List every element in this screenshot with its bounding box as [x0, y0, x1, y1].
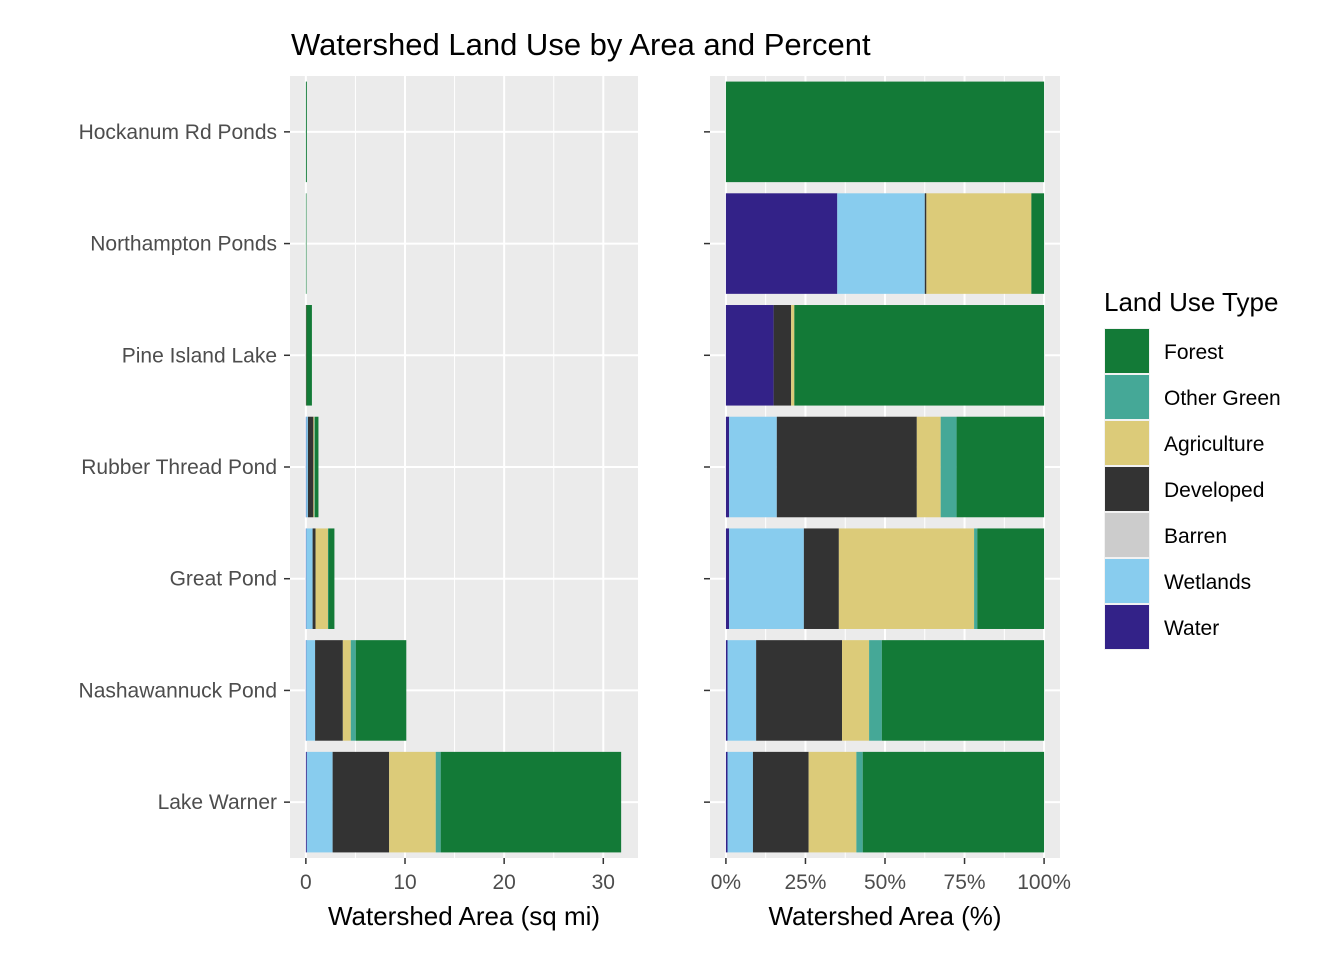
legend-label-other-green: Other Green [1164, 387, 1281, 410]
bar-percent-nashawannuck-pond-water [725, 640, 728, 741]
bar-percent-lake-warner-developed [752, 751, 809, 853]
bar-area-lake-warner-agriculture [389, 751, 436, 853]
x-tick-label: 75% [944, 871, 986, 894]
legend-label-agriculture: Agriculture [1164, 433, 1264, 456]
x-tick-label: 0% [711, 871, 741, 894]
bar-area-lake-warner-water [305, 751, 307, 853]
x-tick-label: 0 [300, 871, 312, 894]
legend-swatch-water [1105, 605, 1149, 649]
bar-area-rubber-thread-pond-agriculture [313, 416, 315, 518]
bar-area-nashawannuck-pond-agriculture [342, 640, 351, 741]
bar-area-great-pond-developed [312, 528, 316, 629]
bar-percent-lake-warner-wetlands [727, 751, 753, 853]
legend-swatch-forest [1105, 329, 1149, 373]
bar-percent-great-pond-other-green [974, 528, 978, 629]
bar-area-lake-warner-developed [332, 751, 390, 853]
bar-percent-pine-island-lake-agriculture [791, 305, 795, 406]
bar-percent-northampton-ponds-forest [1031, 193, 1045, 294]
bar-percent-rubber-thread-pond-other-green [940, 416, 957, 518]
bar-area-nashawannuck-pond-forest [355, 640, 407, 741]
bar-area-nashawannuck-pond-other-green [350, 640, 356, 741]
bar-percent-great-pond-forest [977, 528, 1045, 629]
x-tick-label: 50% [864, 871, 906, 894]
bar-percent-great-pond-agriculture [838, 528, 975, 629]
y-tick-label: Hockanum Rd Ponds [79, 121, 277, 144]
bar-area-rubber-thread-pond-forest [314, 416, 319, 518]
bar-area-nashawannuck-pond-developed [315, 640, 343, 741]
bar-percent-great-pond-water [725, 528, 730, 629]
legend-swatch-wetlands [1105, 559, 1149, 603]
bar-percent-northampton-ponds-water [725, 193, 838, 294]
bar-area-great-pond-other-green [327, 528, 329, 629]
bar-area-rubber-thread-pond-developed [307, 416, 314, 518]
legend-label-barren: Barren [1164, 525, 1227, 548]
bar-percent-nashawannuck-pond-forest [881, 640, 1045, 741]
bar-percent-lake-warner-forest [862, 751, 1045, 853]
y-tick-label: Great Pond [170, 568, 277, 591]
bar-area-nashawannuck-pond-wetlands [306, 640, 316, 741]
bar-area-great-pond-forest [328, 528, 335, 629]
x-tick-label: 30 [592, 871, 615, 894]
y-tick-label: Nashawannuck Pond [79, 679, 277, 702]
bar-percent-northampton-ponds-developed [924, 193, 927, 294]
bar-area-lake-warner-wetlands [306, 751, 333, 853]
legend-label-wetlands: Wetlands [1164, 571, 1251, 594]
bar-area-pine-island-lake-forest [306, 305, 312, 406]
bar-percent-northampton-ponds-wetlands [837, 193, 925, 294]
area-panel: Hockanum Rd Ponds Northampton Ponds Pine I… [79, 76, 638, 931]
x-tick-label: 20 [492, 871, 515, 894]
legend-swatch-barren [1105, 513, 1149, 557]
x-tick-label: 100% [1017, 871, 1071, 894]
bar-percent-northampton-ponds-agriculture [926, 193, 1032, 294]
legend-label-forest: Forest [1164, 341, 1224, 364]
bar-percent-pine-island-lake-water [725, 305, 774, 406]
legend-swatch-developed [1105, 467, 1149, 511]
bar-percent-lake-warner-agriculture [808, 751, 857, 853]
bar-area-lake-warner-forest [440, 751, 622, 853]
bar-percent-hockanum-rd-ponds-forest [725, 81, 1045, 183]
bar-area-northampton-ponds-forest [305, 193, 307, 294]
x-axis-title: Watershed Area (sq mi) [328, 901, 600, 931]
bar-area-pine-island-lake-developed [305, 305, 307, 406]
bar-percent-nashawannuck-pond-developed [756, 640, 843, 741]
bar-percent-pine-island-lake-developed [773, 305, 792, 406]
x-tick-label: 25% [784, 871, 826, 894]
bar-area-lake-warner-other-green [435, 751, 441, 853]
bar-percent-rubber-thread-pond-forest [956, 416, 1045, 518]
y-tick-label: Lake Warner [158, 791, 277, 814]
bar-percent-pine-island-lake-forest [794, 305, 1045, 406]
bar-percent-great-pond-wetlands [729, 528, 804, 629]
bar-percent-nashawannuck-pond-other-green [869, 640, 882, 741]
legend-swatch-agriculture [1105, 421, 1149, 465]
y-tick-label: Pine Island Lake [122, 344, 277, 367]
bar-area-great-pond-agriculture [315, 528, 328, 629]
legend-swatch-other-green [1105, 375, 1149, 419]
percent-panel: 0% 25% 50% 75% 100% Watershed Area (%) [704, 76, 1071, 931]
bar-percent-lake-warner-other-green [856, 751, 863, 853]
legend-label-water: Water [1164, 617, 1219, 640]
bar-area-hockanum-rd-ponds-forest [305, 81, 307, 183]
chart-title: Watershed Land Use by Area and Percent [291, 27, 871, 62]
x-tick-label: 10 [393, 871, 416, 894]
bar-area-rubber-thread-pond-wetlands [306, 416, 308, 518]
x-axis-title: Watershed Area (%) [768, 901, 1001, 931]
legend-title: Land Use Type [1104, 287, 1278, 317]
legend: Land Use Type Forest Other Green Agricultu… [1104, 287, 1281, 650]
bar-area-great-pond-wetlands [306, 528, 313, 629]
y-tick-label: Rubber Thread Pond [81, 456, 277, 479]
y-tick-label: Northampton Ponds [90, 233, 277, 256]
legend-label-developed: Developed [1164, 479, 1264, 502]
bar-percent-rubber-thread-pond-wetlands [729, 416, 777, 518]
bar-percent-nashawannuck-pond-agriculture [842, 640, 870, 741]
bar-percent-rubber-thread-pond-developed [776, 416, 917, 518]
bar-percent-rubber-thread-pond-agriculture [916, 416, 941, 518]
bar-area-rubber-thread-pond-other-green [314, 416, 315, 518]
bar-percent-lake-warner-water [725, 751, 728, 853]
bar-percent-rubber-thread-pond-water [725, 416, 730, 518]
bar-percent-great-pond-developed [803, 528, 839, 629]
bar-percent-nashawannuck-pond-wetlands [727, 640, 757, 741]
